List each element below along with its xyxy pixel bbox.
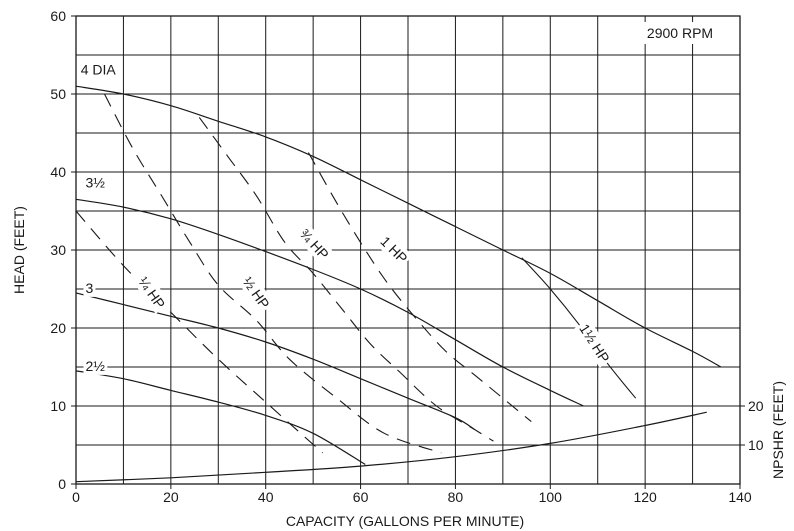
y2-tick-label: 20: [748, 398, 764, 414]
impeller-curve-0: [75, 85, 722, 368]
y-tick-label: 30: [50, 242, 66, 258]
x-tick-label: 80: [448, 489, 464, 505]
curve-label-text: 3: [86, 280, 94, 296]
curve-label-text: 2½: [86, 358, 106, 374]
curve-label-text: 4 DIA: [81, 62, 117, 78]
x-tick-label: 100: [539, 489, 563, 505]
curve-label-background: [294, 223, 335, 265]
impeller-curve-1: [75, 198, 584, 407]
x-tick-label: 0: [72, 489, 80, 505]
axes: 0 20 40 60 80 100 120 140 0 10 20 30 40 50 60 10 20: [50, 8, 763, 505]
impeller-curve-3: [75, 370, 366, 466]
curve-label-2: 3: [83, 278, 96, 297]
curve-label-6: ¾ HP: [294, 223, 335, 265]
curves: [75, 85, 722, 483]
curve-label-3: 2½: [83, 356, 108, 375]
curve-label-background: [78, 60, 119, 79]
grid: [75, 15, 741, 485]
y-tick-label: 40: [50, 164, 66, 180]
curve-label-background: [574, 318, 615, 368]
y-tick-label: 20: [50, 320, 66, 336]
y-tick-label: 0: [58, 476, 66, 492]
rpm-label: 2900 RPM: [647, 25, 713, 41]
x-tick-label: 60: [353, 489, 369, 505]
curve-label-8: 1½ HP: [574, 318, 615, 368]
x-tick-label: 20: [163, 489, 179, 505]
hp-curve-1: [104, 93, 442, 454]
curve-label-background: [375, 230, 413, 269]
y2-axis-title: NPSHR (FEET): [770, 381, 786, 479]
curve-label-background: [133, 271, 171, 314]
curve-label-background: [83, 356, 108, 375]
rpm-label-background: [640, 22, 720, 44]
hp-curve-4: [521, 257, 637, 399]
x-tick-label: 40: [258, 489, 274, 505]
hp-curve-3: [307, 152, 532, 423]
impeller-curve-2: [75, 292, 475, 430]
hp-curve-0: [75, 210, 323, 454]
curve-label-0: 4 DIA: [78, 60, 119, 79]
y-tick-label: 50: [50, 86, 66, 102]
curve-label-background: [237, 271, 275, 314]
curve-label-1: 3½: [83, 173, 108, 192]
y-axis-title: HEAD (FEET): [11, 206, 27, 294]
curve-label-background: [83, 278, 96, 297]
y-tick-label: 60: [50, 8, 66, 24]
npshr-curve: [75, 411, 707, 483]
curve-label-background: [83, 173, 108, 192]
curve-label-text: 3½: [86, 175, 106, 191]
y2-tick-label: 10: [748, 437, 764, 453]
x-axis-title: CAPACITY (GALLONS PER MINUTE): [286, 513, 524, 529]
x-tick-label: 140: [728, 489, 752, 505]
y-tick-label: 10: [50, 398, 66, 414]
x-tick-label: 120: [633, 489, 657, 505]
curve-label-4: ¼ HP: [133, 271, 171, 314]
hp-curve-2: [198, 117, 494, 442]
